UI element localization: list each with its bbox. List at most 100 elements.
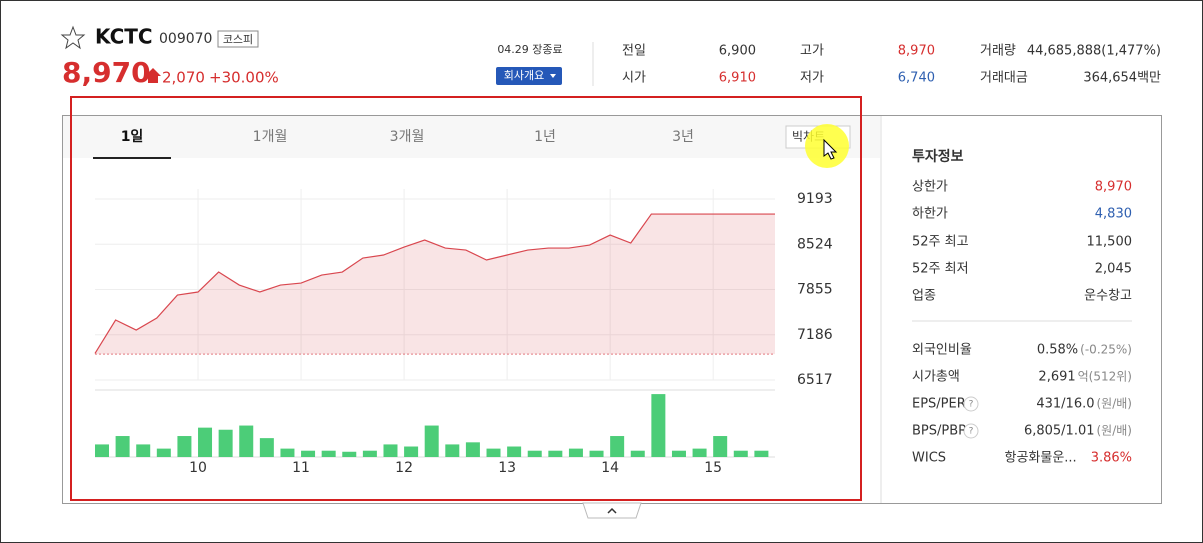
volume-bar [280, 448, 295, 457]
company-button-label: 회사개요 [504, 69, 544, 82]
volume-bar [507, 446, 522, 457]
info-note: 억(512위) [1078, 370, 1132, 384]
quote-value: 6,900 [719, 44, 756, 59]
tab[interactable]: 3개월 [390, 129, 425, 145]
company-button[interactable] [496, 67, 562, 85]
tab[interactable]: 1개월 [253, 129, 288, 145]
info-note: (원/배) [1097, 424, 1133, 438]
quote-label: 고가 [800, 44, 824, 59]
help-mark: ? [969, 427, 974, 437]
y-tick-label: 7186 [797, 327, 833, 343]
info-value: 6,805/1.01 [1024, 424, 1095, 439]
volume-bar [589, 450, 604, 457]
quote-label: 거래량 [980, 44, 1016, 59]
info-note: (-0.25%) [1080, 343, 1132, 357]
price-line [94, 213, 775, 354]
collapse-button[interactable] [582, 502, 642, 519]
volume-bar [486, 448, 501, 457]
y-tick-label: 9193 [797, 191, 833, 207]
info-label: 외국인비율 [912, 343, 972, 358]
price-area [95, 214, 775, 355]
stock-name: KCTC [95, 25, 153, 49]
volume-bar [301, 450, 316, 457]
tab[interactable]: 1년 [534, 129, 556, 145]
x-tick-label: 15 [704, 460, 722, 476]
info-label: 시가총액 [912, 370, 960, 385]
quote-label: 시가 [622, 71, 646, 86]
info-value: 운수창고 [1084, 289, 1132, 304]
volume-bar [527, 450, 542, 457]
highlight-box [70, 96, 862, 501]
quote-value: 8,970 [898, 44, 935, 59]
volume-bar [445, 444, 460, 457]
x-tick-label: 11 [292, 460, 310, 476]
volume-bar [713, 436, 728, 457]
info-label: BPS/PBR [912, 424, 967, 439]
volume-bar [156, 448, 171, 457]
status: 04.29 장종료 [497, 43, 562, 56]
quote-value: 6,910 [719, 71, 756, 86]
help-icon[interactable] [963, 396, 979, 412]
help-mark: ? [969, 400, 974, 410]
volume-bar [362, 450, 377, 457]
quote-label: 거래대금 [980, 71, 1028, 86]
info-value: 항공화물운... [1004, 451, 1076, 466]
info-value: 8,970 [1095, 180, 1132, 195]
quote-value: 364,654백만 [1083, 71, 1161, 86]
info-label: EPS/PER [912, 397, 966, 412]
volume-bar [630, 450, 645, 457]
cursor [823, 138, 838, 160]
market-badge [217, 30, 259, 48]
volume-bar [610, 436, 625, 457]
info-label: 업종 [912, 289, 936, 304]
x-tick-label: 14 [601, 460, 619, 476]
volume-bar [692, 448, 707, 457]
info-value: 431/16.0 [1036, 397, 1094, 412]
info-note: (원/배) [1097, 397, 1133, 411]
info-value: 2,691 [1038, 370, 1075, 385]
info-value: 0.58% [1037, 343, 1078, 358]
quote-label: 저가 [800, 71, 824, 86]
x-tick-label: 12 [395, 460, 413, 476]
volume-bar [259, 438, 274, 457]
volume-bar [198, 427, 213, 457]
y-tick-label: 7855 [797, 282, 833, 298]
tab-bar [63, 116, 880, 158]
info-value: 4,830 [1095, 207, 1132, 222]
y-tick-label: 6517 [797, 372, 833, 388]
quote-value: 44,685,888(1,477%) [1027, 44, 1161, 59]
info-label: 52주 최저 [912, 262, 969, 277]
volume-bar [177, 436, 192, 457]
info-label: 52주 최고 [912, 235, 969, 250]
volume-bar [651, 394, 666, 457]
tab[interactable]: 3년 [672, 129, 694, 145]
volume-bar [321, 450, 336, 457]
price: 8,970 [62, 56, 151, 89]
volume-bar [383, 444, 398, 457]
favorite-star[interactable] [60, 25, 86, 50]
market: 코스피 [223, 33, 253, 46]
volume-bar [218, 429, 233, 457]
volume-bar [404, 446, 419, 457]
tab[interactable]: 1일 [121, 129, 144, 145]
change-rate: +30.00% [209, 69, 279, 87]
chart: 6517 7186 7855 8524 9193 10 11 12 13 14 15 [94, 189, 833, 476]
volume-bar [548, 450, 563, 457]
up-arrow [145, 68, 161, 83]
volume-bar [568, 448, 583, 457]
caret [550, 74, 556, 78]
info-value: 2,045 [1095, 262, 1132, 277]
volume-bar [136, 444, 151, 457]
volume-bar [671, 450, 686, 457]
volume-bar [754, 450, 769, 457]
volume-bar [424, 425, 439, 457]
info-label: 상한가 [912, 180, 948, 195]
volume-bar [465, 442, 480, 457]
quotes: 전일 6,900 시가 6,910 고가 8,970 저가 6,740 거래량 44,685,88… [622, 44, 1161, 86]
quote-label: 전일 [622, 44, 646, 59]
help-icon[interactable] [963, 423, 979, 439]
info-note: 3.86% [1091, 451, 1132, 466]
